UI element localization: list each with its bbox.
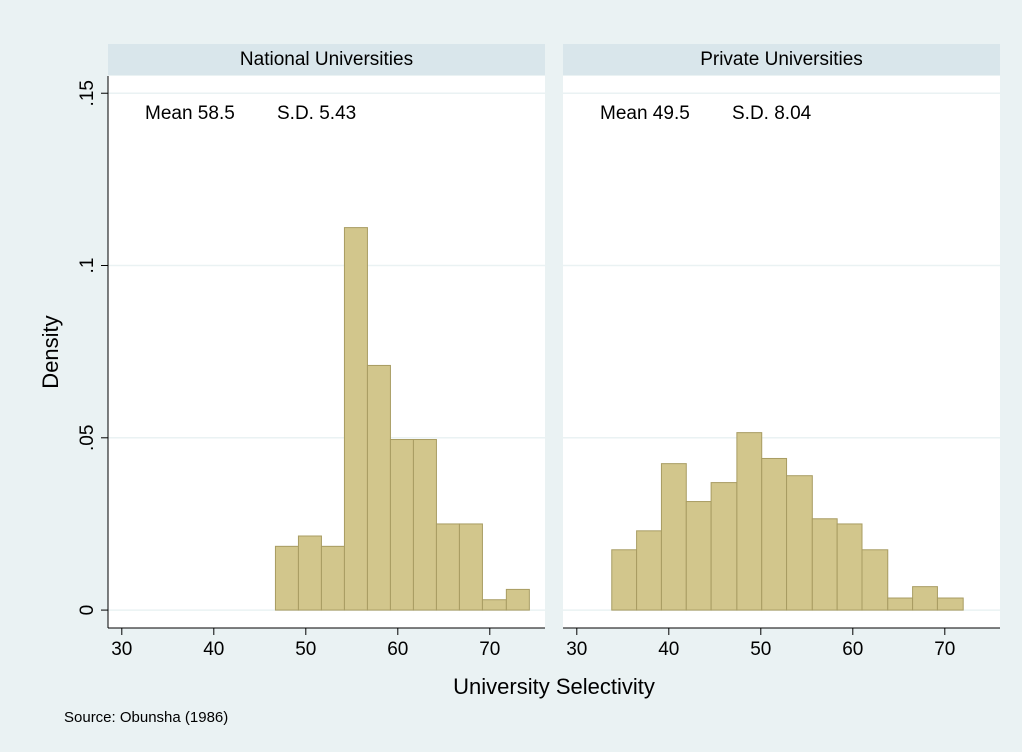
bar [912, 586, 938, 611]
bar [481, 599, 507, 611]
x-tick-label: 40 [203, 639, 224, 660]
bar [811, 518, 838, 611]
bar [412, 439, 437, 611]
bar [458, 523, 483, 611]
x-tick-label: 40 [658, 639, 679, 660]
annotation: Mean 49.5 [600, 103, 690, 124]
bar [389, 439, 414, 611]
bar [343, 227, 368, 611]
x-tick-label: 50 [750, 639, 771, 660]
x-axis-label: University Selectivity [453, 674, 655, 699]
bar [836, 523, 863, 611]
bar [861, 549, 889, 611]
y-tick-label: .1 [77, 258, 98, 274]
panel-title: Private Universities [700, 49, 863, 70]
bar [297, 535, 322, 611]
panel-header [108, 44, 545, 75]
x-tick-label: 30 [566, 639, 587, 660]
bar [611, 549, 638, 611]
panel-title: National Universities [240, 49, 413, 70]
bar [274, 545, 299, 611]
panel-header [563, 44, 1000, 75]
bar [736, 432, 763, 611]
x-tick-label: 50 [295, 639, 316, 660]
bar [786, 475, 813, 611]
bar [685, 501, 712, 611]
x-tick-label: 70 [934, 639, 955, 660]
annotation: S.D. 5.43 [277, 103, 356, 124]
x-tick-label: 60 [842, 639, 863, 660]
bar [636, 530, 662, 611]
y-tick-label: .15 [77, 80, 98, 106]
y-axis-label: Density [38, 315, 63, 388]
annotation: S.D. 8.04 [732, 103, 812, 124]
annotation: Mean 58.5 [145, 103, 235, 124]
bar [710, 482, 738, 611]
bar [660, 463, 687, 611]
x-tick-label: 30 [111, 639, 132, 660]
bar [887, 597, 914, 611]
bar [936, 597, 964, 611]
x-tick-label: 70 [479, 639, 500, 660]
bar [435, 523, 460, 611]
bar [366, 364, 391, 611]
source-note: Source: Obunsha (1986) [64, 709, 228, 726]
bar [320, 545, 345, 611]
y-tick-label: 0 [77, 605, 98, 616]
bar [761, 457, 788, 611]
bar [505, 588, 530, 611]
x-tick-label: 60 [387, 639, 408, 660]
y-tick-label: .05 [77, 425, 98, 451]
